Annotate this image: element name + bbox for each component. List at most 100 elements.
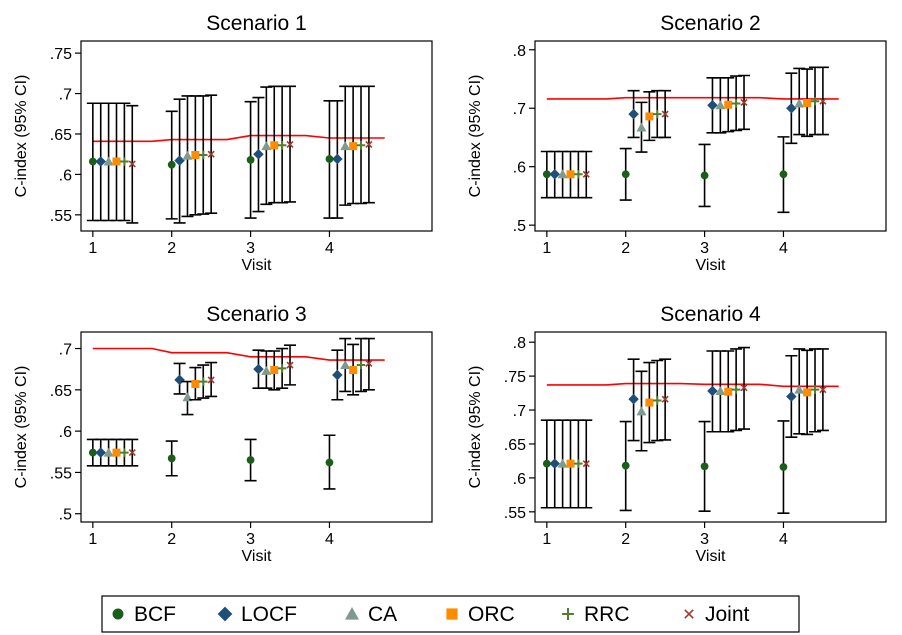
data-point [636, 122, 647, 132]
data-point [277, 364, 287, 373]
legend: BCF LOCF CA ORC RRC Joint [101, 595, 800, 633]
data-point [566, 459, 575, 468]
chart-title: Scenario 3 [206, 303, 306, 326]
data-point [724, 100, 733, 109]
y-axis-label: C-index (95% CI) [467, 366, 484, 489]
y-tick-label: .65 [50, 127, 72, 144]
data-point [628, 393, 639, 405]
data-point [112, 157, 121, 166]
chart-panel-3: Scenario 3 .5 .55 .6 .65 .7 1 2 3 4 Visit C-index (… [13, 303, 433, 565]
series-joint [580, 66, 829, 199]
series-bcf [540, 419, 790, 514]
data-point [95, 156, 106, 167]
data-point [582, 460, 590, 468]
reference-line [546, 382, 839, 388]
y-tick-label: .55 [50, 208, 72, 225]
y-axis-label: C-index (95% CI) [13, 75, 30, 198]
data-point [715, 100, 726, 110]
y-tick-label: .6 [513, 471, 526, 488]
data-point [810, 385, 820, 394]
data-point [707, 385, 718, 397]
data-point [286, 361, 294, 369]
diamond-icon [217, 606, 233, 622]
data-point [174, 155, 185, 166]
data-point [261, 141, 272, 151]
x-tick-label: 3 [246, 240, 255, 257]
circle-icon [112, 608, 124, 620]
y-axis-label: C-index (95% CI) [467, 75, 484, 198]
reference-line [92, 134, 385, 143]
y-tick-label: .65 [50, 383, 72, 400]
series-rrc [572, 66, 822, 199]
y-tick-label: .7 [513, 403, 526, 420]
data-point [128, 449, 136, 457]
data-point [786, 102, 797, 114]
y-tick-label: .7 [59, 342, 72, 359]
data-point [740, 98, 748, 106]
data-point [700, 171, 709, 180]
x-tick-label: 3 [700, 531, 709, 548]
data-point [349, 142, 358, 151]
data-point [803, 98, 812, 107]
x-tick-label: 1 [88, 240, 97, 257]
plot-area [534, 40, 887, 232]
legend-item-orc: ORC [446, 603, 515, 626]
legend-label: CA [368, 603, 397, 626]
y-tick-label: .8 [513, 335, 526, 352]
x-axis-label: Visit [242, 548, 272, 565]
data-point [621, 461, 630, 470]
data-point [645, 112, 654, 121]
data-point [286, 140, 294, 149]
chart-panel-2: Scenario 2 .5 .6 .7 .8 1 2 3 4 Visit C-index (95% … [467, 12, 887, 274]
data-point [621, 170, 630, 179]
data-point [356, 360, 366, 370]
data-point [542, 170, 551, 179]
series-bcf [540, 136, 790, 214]
data-point [653, 109, 662, 119]
data-point [803, 388, 812, 397]
data-point [277, 141, 287, 150]
plot-area [534, 331, 887, 523]
legend-label: BCF [134, 603, 176, 626]
data-point [731, 99, 741, 108]
data-point [261, 365, 272, 375]
x-tick-label: 4 [325, 531, 334, 548]
x-axis-label: Visit [242, 257, 272, 274]
x-tick-label: 1 [88, 531, 97, 548]
data-point [628, 108, 639, 120]
y-tick-label: .5 [513, 218, 526, 235]
data-point [253, 363, 264, 375]
data-point [103, 156, 114, 166]
data-point [88, 448, 97, 457]
x-tick-label: 2 [621, 531, 630, 548]
y-axis-label: C-index (95% CI) [13, 366, 30, 489]
data-point [557, 169, 568, 179]
legend-item-bcf: BCF [112, 603, 176, 626]
data-point [325, 155, 334, 163]
legend-label: RRC [584, 603, 630, 626]
series-locf [548, 72, 798, 199]
x-tick-label: 2 [167, 240, 176, 257]
y-tick-label: .75 [50, 46, 72, 63]
x-tick-label: 1 [542, 531, 551, 548]
data-point [700, 462, 709, 471]
data-point [549, 169, 560, 180]
data-point [794, 384, 805, 394]
x-axis-label: Visit [696, 257, 726, 274]
legend-item-ca: CA [345, 603, 397, 626]
legend-label: LOCF [241, 603, 297, 626]
data-point [365, 140, 373, 149]
data-point [199, 150, 208, 160]
data-point [819, 386, 827, 394]
data-point [246, 456, 255, 464]
data-point [707, 100, 718, 111]
y-tick-label: .7 [59, 87, 72, 104]
data-point [174, 374, 185, 386]
series-joint [126, 337, 375, 467]
y-tick-label: .7 [513, 101, 526, 118]
series-joint [580, 346, 829, 509]
chart-panel-4: Scenario 4 .55 .6 .65 .7 .75 .8 1 2 3 4 Visit C-inde… [467, 303, 887, 565]
series-ca [556, 348, 806, 509]
data-point [661, 395, 669, 403]
